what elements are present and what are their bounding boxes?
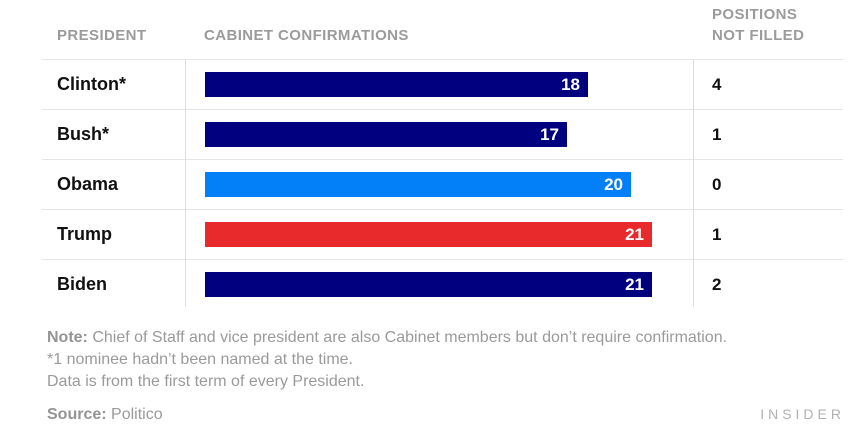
footnote: Note: Chief of Staff and vice president … [47,327,845,393]
confirmations-bar: 21 [205,272,652,297]
header-cabinet-confirmations: CABINET CONFIRMATIONS [204,27,409,44]
bar-value-label: 17 [540,125,559,144]
table-row: Clinton* 18 4 [42,59,843,109]
footnote-line-3: Data is from the first term of every Pre… [47,373,365,390]
confirmations-bar: 20 [205,172,631,197]
bar-value-label: 20 [604,175,623,194]
source-label: Source: [47,406,107,423]
positions-not-filled-value: 1 [712,124,722,144]
footnote-label: Note: [47,329,88,346]
bar-value-label: 21 [625,225,644,244]
president-label: Bush* [57,124,110,144]
bar-cell: 21 [185,260,693,309]
footnote-text-1: Chief of Staff and vice president are al… [87,329,728,346]
source-value: Politico [106,406,163,423]
column-divider-left [185,59,186,307]
bar-value-label: 21 [625,275,644,294]
confirmations-bar: 17 [205,122,567,147]
bar-cell: 17 [185,110,693,159]
header-positions-line1: POSITIONS [712,6,798,23]
footnote-line-1: Note: Chief of Staff and vice president … [47,327,845,349]
table-row: Biden 21 2 [42,259,843,309]
table-row: Bush* 17 1 [42,109,843,159]
header-positions-line2: NOT FILLED [712,27,805,44]
table-row: Obama 20 0 [42,159,843,209]
confirmations-bar: 21 [205,222,652,247]
table-row: Trump 21 1 [42,209,843,259]
column-divider-right [693,59,694,307]
president-label: Biden [57,274,108,294]
header-president: PRESIDENT [57,27,147,44]
president-label: Trump [57,224,113,244]
president-label: Clinton* [57,74,126,94]
confirmations-table: PRESIDENT CABINET CONFIRMATIONS POSITION… [42,0,843,309]
positions-not-filled-value: 2 [712,274,722,294]
source-credit: Source: Politico [47,406,163,424]
table-header: PRESIDENT CABINET CONFIRMATIONS POSITION… [42,0,843,59]
footnote-line-2: *1 nominee hadn’t been named at the time… [47,351,353,368]
header-positions-not-filled: POSITIONS NOT FILLED [693,4,843,46]
source-row: Source: Politico INSIDER [47,406,845,424]
bar-cell: 20 [185,160,693,209]
confirmations-bar: 18 [205,72,588,97]
table-body: Clinton* 18 4 Bush* 17 1 Obama 20 0 Trump 21 1 Biden… [42,59,843,309]
positions-not-filled-value: 0 [712,174,722,194]
insider-logo: INSIDER [760,406,845,422]
bar-cell: 18 [185,60,693,109]
bar-cell: 21 [185,210,693,259]
bar-value-label: 18 [561,75,580,94]
positions-not-filled-value: 1 [712,224,722,244]
president-label: Obama [57,174,119,194]
positions-not-filled-value: 4 [712,74,722,94]
